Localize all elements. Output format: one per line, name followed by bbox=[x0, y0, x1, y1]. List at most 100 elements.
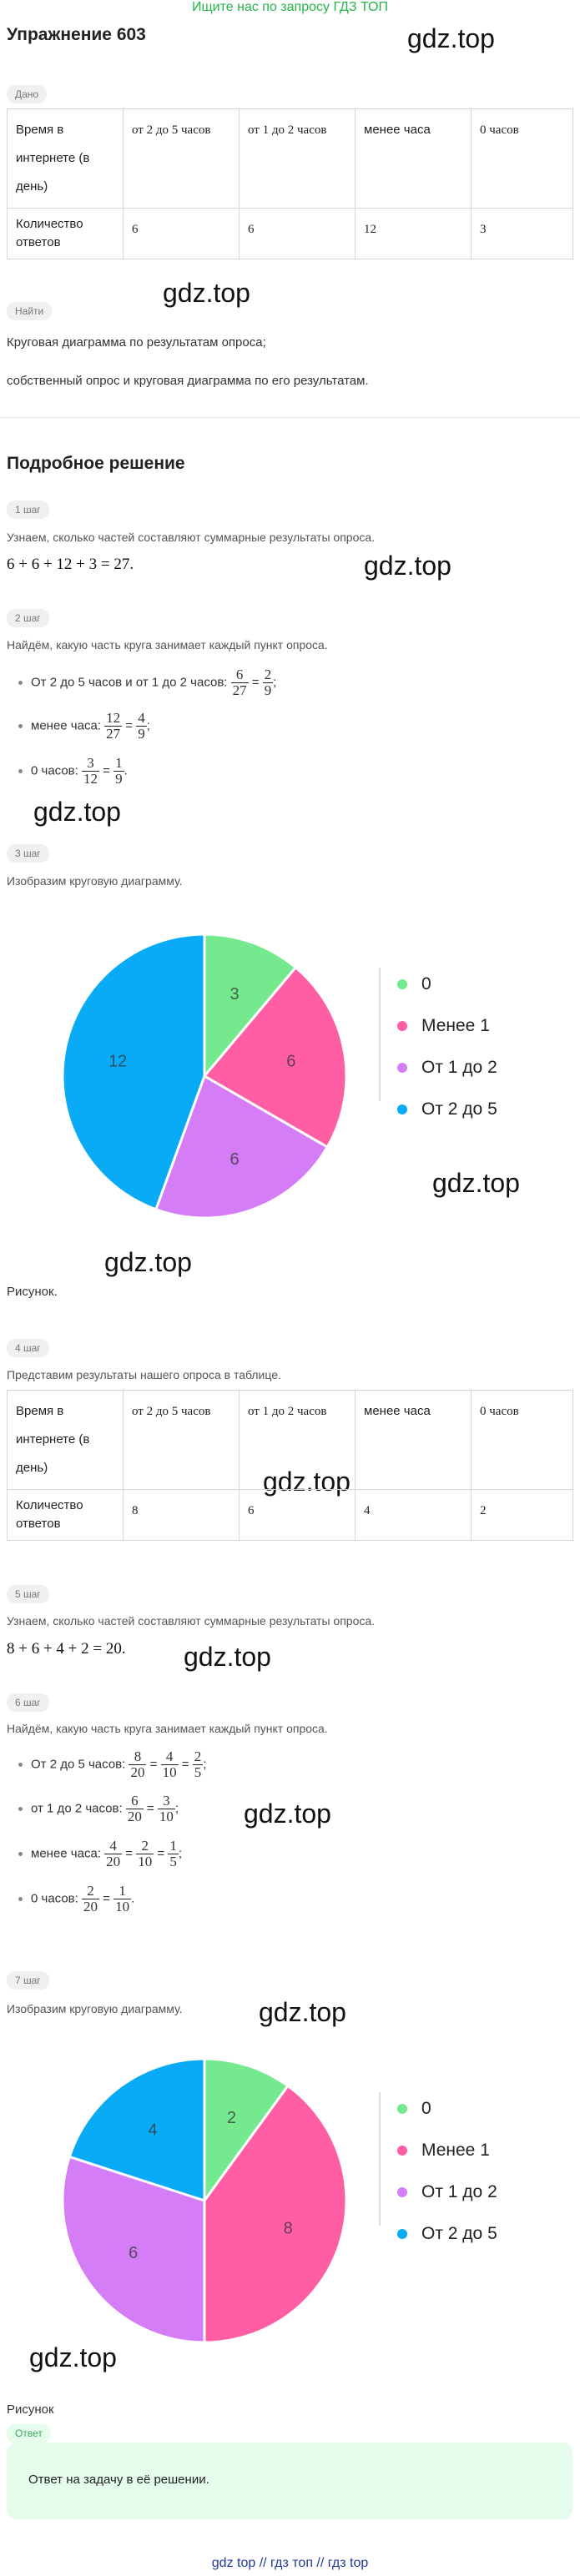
slice-value-label: 4 bbox=[148, 2121, 157, 2140]
step-math: 8 + 6 + 4 + 2 = 20. bbox=[7, 1640, 126, 1658]
answer-box bbox=[7, 2443, 572, 2519]
slice-value-label: 2 bbox=[227, 2109, 236, 2127]
table-cell: 6 bbox=[239, 1489, 356, 1541]
watermark: gdz.top bbox=[244, 1799, 331, 1829]
list-item: менее часа: 12 27 = 4 9; bbox=[18, 711, 150, 742]
table-cell: 8 bbox=[123, 1489, 240, 1541]
pie-chart-2: 2 8 6 4 0 Менее 1 От 1 до 2 От 2 до 5 bbox=[61, 2057, 497, 2344]
page-title: Упражнение 603 bbox=[7, 25, 146, 44]
watermark: gdz.top bbox=[432, 1168, 520, 1198]
table-row-label: Количество ответов bbox=[7, 1489, 124, 1541]
pie-slice bbox=[203, 2057, 290, 2205]
answer-text: Ответ на задачу в её решении. bbox=[28, 2473, 209, 2487]
pie-slice bbox=[203, 933, 298, 1080]
table-header: Время в интернете (в день) bbox=[7, 1390, 124, 1490]
step-text: Представим результаты нашего опроса в та… bbox=[7, 1368, 281, 1381]
pie-slice bbox=[202, 965, 348, 1150]
table-row-label: Количество ответов bbox=[7, 208, 124, 259]
legend-label: Менее 1 bbox=[421, 2141, 490, 2160]
slice-value-label: 12 bbox=[108, 1053, 127, 1071]
survey-table-1: Время в интернете (в день) от 2 до 5 час… bbox=[7, 108, 573, 259]
slice-value-label: 6 bbox=[129, 2244, 138, 2262]
table-header: 0 часов bbox=[471, 108, 573, 209]
step-tag: 7 шаг bbox=[7, 1971, 49, 1990]
legend-swatch bbox=[397, 979, 407, 989]
table-header: от 1 до 2 часов bbox=[239, 108, 356, 209]
step-tag: 6 шаг bbox=[7, 1693, 49, 1712]
table-header: менее часа bbox=[355, 1390, 472, 1490]
table-header: от 2 до 5 часов bbox=[123, 1390, 240, 1490]
solution-title: Подробное решение bbox=[7, 454, 185, 473]
slice-value-label: 3 bbox=[229, 985, 239, 1004]
table-cell: 6 bbox=[239, 208, 356, 259]
table-header: от 2 до 5 часов bbox=[123, 108, 240, 209]
table-cell: 6 bbox=[123, 208, 240, 259]
answer-tag: Ответ bbox=[7, 2424, 51, 2443]
legend-swatch bbox=[397, 2229, 407, 2239]
step-text: Изобразим круговую диаграмму. bbox=[7, 2002, 183, 2015]
watermark: gdz.top bbox=[364, 551, 451, 581]
step-tag: 1 шаг bbox=[7, 501, 49, 519]
watermark: gdz.top bbox=[29, 2342, 117, 2372]
slice-value-label: 6 bbox=[286, 1053, 295, 1071]
legend-swatch bbox=[397, 2187, 407, 2197]
step-text: Узнаем, сколько частей составляют суммар… bbox=[7, 531, 376, 544]
pie-slice bbox=[68, 2057, 206, 2203]
watermark: gdz.top bbox=[33, 797, 121, 827]
slice-value-label: 6 bbox=[229, 1150, 239, 1169]
pie-slice bbox=[61, 933, 206, 1211]
step-text: Найдём, какую часть круга занимает кажды… bbox=[7, 1722, 328, 1735]
table-header: от 1 до 2 часов bbox=[239, 1390, 356, 1490]
pie-slice bbox=[154, 1074, 330, 1220]
legend-label: 0 bbox=[421, 2099, 431, 2118]
step-text: Узнаем, сколько частей составляют суммар… bbox=[7, 1614, 376, 1628]
slice-value-label: 8 bbox=[284, 2220, 293, 2238]
legend-label: От 1 до 2 bbox=[421, 2182, 497, 2201]
find-tag: Найти bbox=[7, 302, 53, 320]
legend-swatch bbox=[397, 1104, 407, 1114]
table-header: 0 часов bbox=[471, 1390, 573, 1490]
watermark: gdz.top bbox=[184, 1642, 271, 1672]
legend-swatch bbox=[397, 1063, 407, 1073]
legend-swatch bbox=[397, 2146, 407, 2156]
search-hint-link[interactable]: Ищите нас по запросу ГДЗ ТОП bbox=[192, 0, 388, 14]
table-cell: 3 bbox=[471, 208, 573, 259]
list-item: От 2 до 5 часов: 8 20 = 4 10 = 2 5; bbox=[18, 1749, 206, 1780]
table-cell: 12 bbox=[355, 208, 472, 259]
legend-swatch bbox=[397, 1021, 407, 1031]
legend-label: От 2 до 5 bbox=[421, 1099, 497, 1119]
step-tag: 5 шаг bbox=[7, 1585, 49, 1603]
find-line: собственный опрос и круговая диаграмма п… bbox=[7, 374, 369, 388]
table-cell: 4 bbox=[355, 1489, 472, 1541]
legend-label: Менее 1 bbox=[421, 1016, 490, 1035]
step-math: 6 + 6 + 12 + 3 = 27. bbox=[7, 556, 134, 573]
figure-caption: Рисунок. bbox=[7, 1285, 58, 1299]
list-item: 0 часов: 2 20 = 1 10. bbox=[18, 1884, 134, 1914]
footer-links[interactable]: gdz top // гдз топ // гдз top bbox=[211, 2556, 369, 2570]
watermark: gdz.top bbox=[163, 278, 250, 308]
legend-label: 0 bbox=[421, 974, 431, 994]
table-cell: 2 bbox=[471, 1489, 573, 1541]
survey-table-2: Время в интернете (в день) от 2 до 5 час… bbox=[7, 1390, 573, 1541]
table-header: менее часа bbox=[355, 108, 472, 209]
watermark: gdz.top bbox=[407, 23, 495, 53]
list-item: от 1 до 2 часов: 6 20 = 3 10; bbox=[18, 1794, 179, 1824]
step-text: Изобразим круговую диаграмму. bbox=[7, 874, 183, 888]
find-line: Круговая диаграмма по результатам опроса… bbox=[7, 335, 266, 350]
pie-slice bbox=[203, 2084, 348, 2344]
list-item: От 2 до 5 часов и от 1 до 2 часов: 6 27 =… bbox=[18, 667, 276, 698]
divider bbox=[0, 417, 580, 418]
table-header: Время в интернете (в день) bbox=[7, 108, 124, 209]
step-tag: 2 шаг bbox=[7, 609, 49, 627]
figure-caption: Рисунок bbox=[7, 2402, 54, 2417]
watermark: gdz.top bbox=[259, 1997, 346, 2027]
step-tag: 4 шаг bbox=[7, 1339, 49, 1357]
pie-slice bbox=[61, 2155, 206, 2344]
step-tag: 3 шаг bbox=[7, 844, 49, 863]
legend-swatch bbox=[397, 2104, 407, 2114]
legend-label: От 2 до 5 bbox=[421, 2224, 497, 2243]
list-item: менее часа: 4 20 = 2 10 = 1 5; bbox=[18, 1839, 182, 1869]
step-text: Найдём, какую часть круга занимает кажды… bbox=[7, 638, 328, 652]
watermark: gdz.top bbox=[104, 1247, 192, 1277]
